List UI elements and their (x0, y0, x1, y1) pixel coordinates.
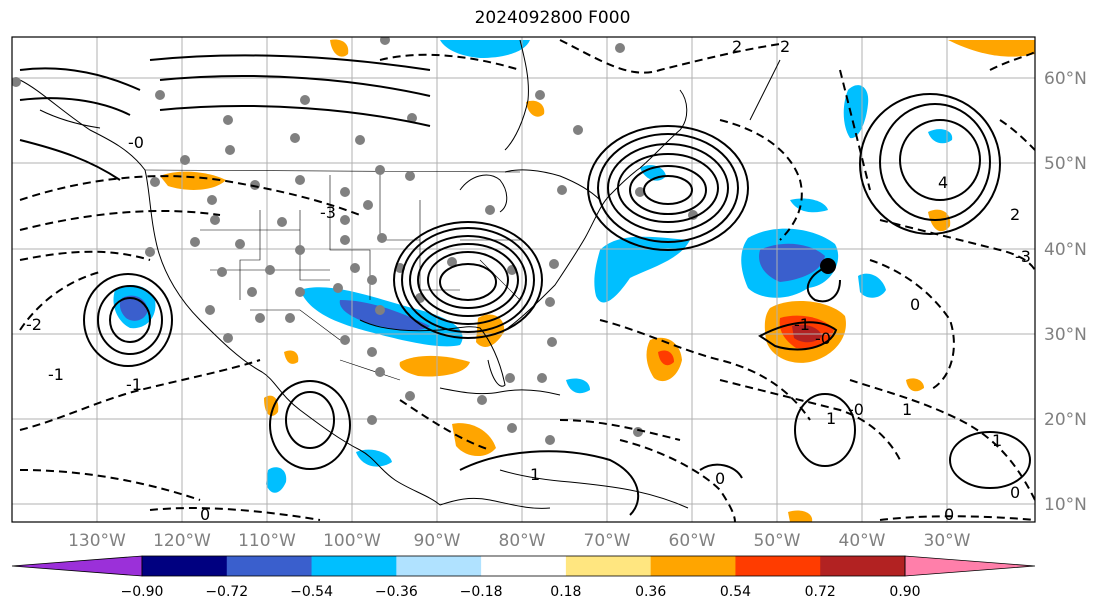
shading-pos-gulf (399, 355, 470, 377)
lat-label: 10°N (1044, 495, 1087, 515)
colorbar-segment (311, 556, 397, 576)
graticule (12, 37, 1035, 522)
colorbar-tick-labels: −0.90 −0.72 −0.54 −0.36 −0.18 0.18 0.36 0.54 0.7… (121, 584, 921, 600)
contour-label: 1 (992, 431, 1002, 450)
shading-pos-baja (264, 395, 279, 416)
colorbar-segment (565, 556, 652, 576)
contour-label: -1 (126, 375, 142, 394)
contour-label: 1 (902, 400, 912, 419)
lon-label: 120°W (153, 531, 211, 551)
contour-label: 1 (826, 409, 836, 428)
shading-neg-mexico (266, 467, 287, 493)
shading-neg-caribbean (566, 378, 590, 394)
lat-label: 40°N (1044, 240, 1087, 260)
contour-label: -0 (128, 133, 144, 152)
contour-label: -1 (794, 315, 810, 334)
colorbar-tick-label: 0.36 (635, 584, 666, 600)
colorbar-extend-min (11, 555, 143, 577)
colorbar-segment (396, 556, 482, 576)
lon-label: 50°W (754, 531, 801, 551)
map-plot-area: 2 2 -3 4 -1 1 0 0 2 0 1 -3 0 1 0 -1 -0 1… (12, 37, 1035, 524)
shading-pos-north (330, 39, 349, 57)
colorbar-tick-label: −0.36 (375, 584, 418, 600)
lat-label: 60°N (1044, 69, 1087, 89)
lon-label: 130°W (68, 531, 126, 551)
contours-negative (19, 39, 1035, 522)
longitude-labels: 130°W 120°W 110°W 100°W 90°W 80°W 70°W 6… (68, 531, 971, 551)
shading-neg-gulf-core (339, 300, 430, 331)
shading-neg-north-atlantic-2 (928, 129, 953, 144)
colorbar-segment (142, 556, 228, 576)
colorbar-segment (735, 556, 821, 576)
colorbar-tick-label: −0.54 (290, 584, 333, 600)
shading-neg-mid-atlantic (858, 273, 886, 298)
shading-neg-canada (440, 40, 530, 58)
lon-label: 100°W (323, 531, 381, 551)
lat-label: 30°N (1044, 325, 1087, 345)
contour-label: 4 (938, 173, 948, 192)
contour-label: 0 (1010, 483, 1020, 502)
storm-center-marker (820, 258, 836, 274)
colorbar-segment (650, 556, 736, 576)
contour-labels: 2 2 -3 4 -1 1 0 0 2 0 1 -3 0 1 0 -1 -0 1… (26, 37, 1031, 524)
contour-label: -1 (48, 365, 64, 384)
colorbar-segment (226, 556, 313, 576)
lon-label: 110°W (238, 531, 296, 551)
shading-neg-central-america (356, 449, 392, 467)
latitude-labels: 60°N 50°N 40°N 30°N 20°N 10°N (1044, 69, 1087, 515)
contour-label: 1 (530, 465, 540, 484)
lat-label: 20°N (1044, 410, 1087, 430)
contour-label: 2 (1010, 205, 1020, 224)
lon-label: 40°W (839, 531, 886, 551)
shading-pos-south-atlantic (788, 510, 813, 522)
map-title: 2024092800 F000 (474, 8, 631, 28)
contour-label: -3 (320, 203, 336, 222)
contour-label: 0 (200, 505, 210, 524)
shading-pos-mexico-small (284, 350, 299, 364)
shading-neg-east-us (594, 236, 690, 303)
colorbar-segment (481, 556, 567, 576)
colorbar-tick-label: −0.72 (205, 584, 248, 600)
contour-label: 2 (780, 37, 790, 56)
contour-label: 0 (715, 469, 725, 488)
colorbar-tick-label: 0.18 (550, 584, 581, 600)
contour-label: -3 (1015, 247, 1031, 266)
contour-label: -0 (848, 400, 864, 419)
colorbar-tick-label: 0.72 (805, 584, 836, 600)
colorbar-tick-label: −0.18 (460, 584, 503, 600)
lon-label: 30°W (924, 531, 971, 551)
colorbar-frame (141, 555, 906, 577)
contour-label: 0 (944, 505, 954, 524)
shading-pos-tropical-core (658, 350, 674, 366)
colorbar (11, 555, 1036, 577)
lon-label: 90°W (414, 531, 461, 551)
colorbar-segment (820, 556, 906, 576)
lat-label: 50°N (1044, 154, 1087, 174)
plot-frame (11, 36, 1036, 523)
shading-pos-hudson (526, 100, 545, 117)
colorbar-tick-label: 0.54 (720, 584, 751, 600)
contour-label: -0 (815, 329, 831, 348)
lon-label: 80°W (499, 531, 546, 551)
coastlines (19, 39, 781, 509)
lon-label: 60°W (669, 531, 716, 551)
colorbar-extend-max (904, 555, 1036, 577)
contour-label: 0 (910, 295, 920, 314)
shading-pos-greenland (948, 40, 1035, 57)
colorbar-tick-label: 0.90 (889, 584, 920, 600)
lon-label: 70°W (584, 531, 631, 551)
contour-label: 2 (732, 37, 742, 56)
colorbar-tick-label: −0.90 (121, 584, 164, 600)
shading-pos-atlantic-small (906, 378, 924, 392)
contour-label: -2 (26, 315, 42, 334)
contours-positive (19, 54, 1031, 516)
shading-neg-atlantic-core (759, 243, 825, 282)
